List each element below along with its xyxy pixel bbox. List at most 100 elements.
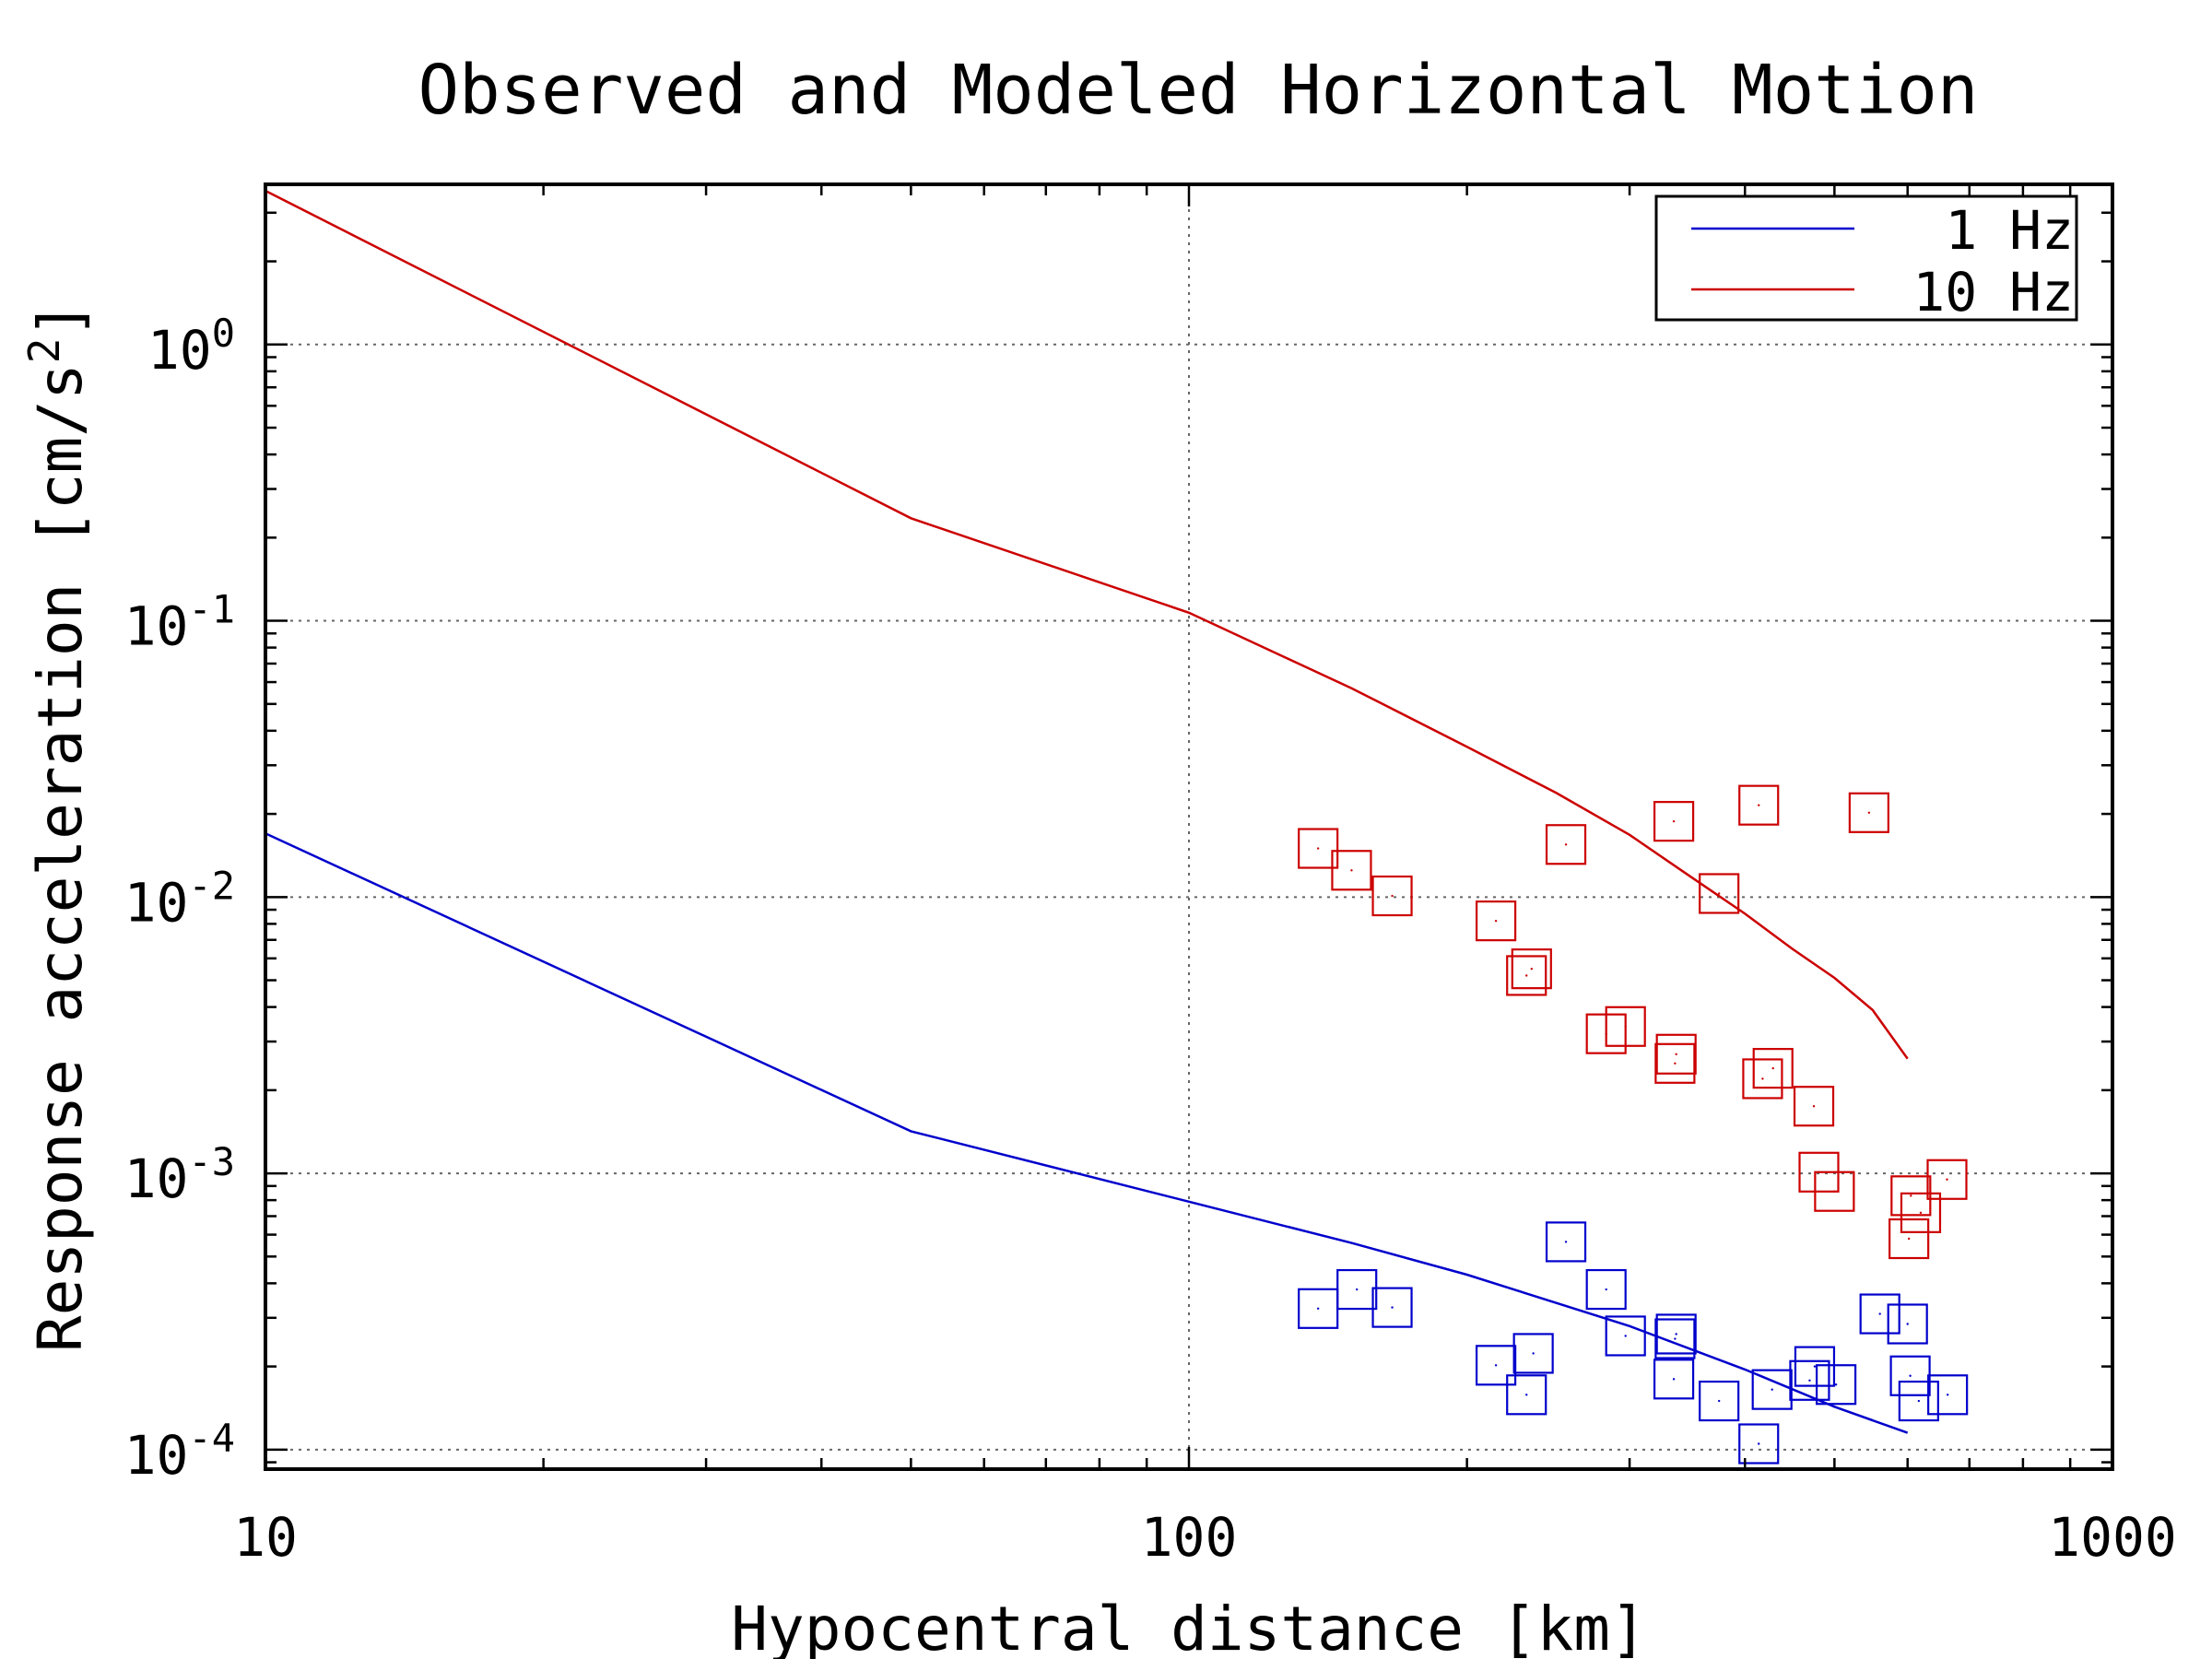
data-point-center-1hz (1494, 1364, 1498, 1367)
data-point-center-10hz (1833, 1190, 1836, 1193)
x-tick-label: 10 (233, 1506, 298, 1569)
data-point-center-10hz (1672, 819, 1676, 823)
legend: 1 Hz 10 Hz (1654, 194, 2078, 324)
data-point-center-1hz (1564, 1241, 1568, 1243)
data-point-center-1hz (1813, 1365, 1817, 1368)
data-point-10hz (1476, 900, 1517, 942)
y-tick-label: 10-1 (124, 587, 235, 658)
data-point-10hz (1814, 1171, 1855, 1212)
data-point-1hz (1789, 1359, 1830, 1401)
data-point-center-10hz (1530, 967, 1534, 971)
x-tick-label: 100 (1141, 1506, 1238, 1569)
data-point-center-1hz (1624, 1335, 1627, 1337)
data-point-10hz (1926, 1159, 1968, 1200)
data-point-center-1hz (1808, 1379, 1811, 1382)
legend-label-1hz: 1 Hz (1945, 199, 2074, 262)
y-axis-label-superscript: 2 (19, 338, 69, 364)
y-axis-label-main: Response acceleration [cm/s (25, 363, 96, 1352)
data-point-center-1hz (1391, 1306, 1394, 1309)
data-point-1hz (1887, 1303, 1928, 1345)
data-point-10hz (1605, 1006, 1646, 1047)
chart-title: Observed and Modeled Horizontal Motion (418, 51, 1979, 130)
data-point-10hz (1654, 1042, 1696, 1084)
data-point-10hz (1752, 1048, 1794, 1089)
y-axis-label: Response acceleration [cm/s2] (19, 301, 96, 1352)
y-tick-label: 10-3 (124, 1139, 235, 1210)
data-point-1hz (1859, 1293, 1900, 1335)
data-point-center-10hz (1910, 1194, 1912, 1197)
data-point-center-1hz (1906, 1323, 1909, 1325)
y-tick-label: 100 (147, 311, 235, 382)
y-tick-label: 10-4 (124, 1416, 235, 1487)
y-tick-base: 10 (147, 319, 212, 382)
data-point-center-1hz (1946, 1394, 1949, 1396)
data-point-1hz (1545, 1221, 1587, 1263)
y-tick-base: 10 (124, 1147, 189, 1210)
data-point-center-1hz (1758, 1442, 1760, 1445)
data-point-10hz (1506, 955, 1547, 996)
model-line-1hz (265, 832, 1909, 1434)
data-point-center-1hz (1525, 1394, 1528, 1396)
x-axis-label: Hypocentral distance [km] (731, 1594, 1646, 1659)
data-point-center-1hz (1356, 1288, 1359, 1291)
data-point-center-10hz (1761, 1077, 1764, 1080)
data-point-center-10hz (1812, 1105, 1816, 1108)
data-point-center-10hz (1717, 892, 1721, 895)
data-point-center-1hz (1771, 1388, 1773, 1391)
data-point-1hz (1512, 1333, 1554, 1374)
legend-box (1654, 194, 2078, 322)
data-point-center-1hz (1917, 1399, 1921, 1403)
data-point-1hz (1655, 1313, 1697, 1355)
data-point-center-1hz (1717, 1399, 1721, 1403)
y-tick-exponent: -3 (188, 1139, 235, 1184)
data-point-10hz (1655, 1033, 1697, 1075)
observed-points (1298, 784, 1969, 1465)
data-point-10hz (1371, 875, 1413, 917)
y-tick-exponent: -2 (188, 863, 235, 908)
data-point-1hz (1653, 1359, 1695, 1400)
data-point-10hz (1738, 784, 1780, 826)
data-point-center-10hz (1919, 1211, 1923, 1215)
data-point-center-10hz (1494, 919, 1498, 923)
y-tick-base: 10 (124, 1424, 189, 1487)
data-point-center-1hz (1675, 1333, 1677, 1335)
y-tick-base: 10 (124, 595, 189, 658)
data-point-10hz (1699, 873, 1740, 914)
data-point-center-10hz (1391, 894, 1394, 898)
data-point-10hz (1653, 801, 1695, 842)
model-lines (265, 189, 1909, 1434)
data-point-1hz (1816, 1364, 1857, 1406)
data-point-10hz (1742, 1058, 1783, 1100)
data-point-center-1hz (1909, 1374, 1912, 1377)
data-point-center-10hz (1624, 1025, 1627, 1028)
data-point-center-10hz (1867, 811, 1871, 814)
data-point-center-1hz (1672, 1378, 1676, 1381)
y-tick-exponent: -1 (188, 587, 235, 632)
data-point-1hz (1336, 1268, 1378, 1311)
data-point-10hz (1890, 1175, 1932, 1217)
data-point-center-10hz (1674, 1062, 1677, 1065)
data-point-10hz (1298, 828, 1339, 869)
data-point-1hz (1585, 1268, 1627, 1311)
data-point-center-1hz (1532, 1352, 1535, 1355)
y-tick-base: 10 (124, 871, 189, 934)
plot-frame (264, 182, 2114, 1471)
data-point-10hz (1900, 1192, 1942, 1233)
legend-label-10hz: 10 Hz (1912, 261, 2074, 324)
data-point-10hz (1331, 850, 1372, 891)
data-point-1hz (1927, 1374, 1969, 1416)
data-point-center-10hz (1758, 804, 1760, 806)
data-point-1hz (1654, 1318, 1696, 1359)
data-point-center-10hz (1946, 1178, 1948, 1181)
data-point-center-1hz (1316, 1307, 1320, 1311)
data-point-10hz (1545, 824, 1587, 865)
data-point-center-10hz (1564, 843, 1568, 846)
data-point-10hz (1888, 1218, 1930, 1260)
data-point-center-10hz (1350, 869, 1353, 872)
x-tick-label: 1000 (2048, 1506, 2177, 1569)
data-point-10hz (1511, 948, 1552, 990)
data-point-10hz (1793, 1086, 1835, 1127)
data-point-center-10hz (1771, 1066, 1774, 1070)
